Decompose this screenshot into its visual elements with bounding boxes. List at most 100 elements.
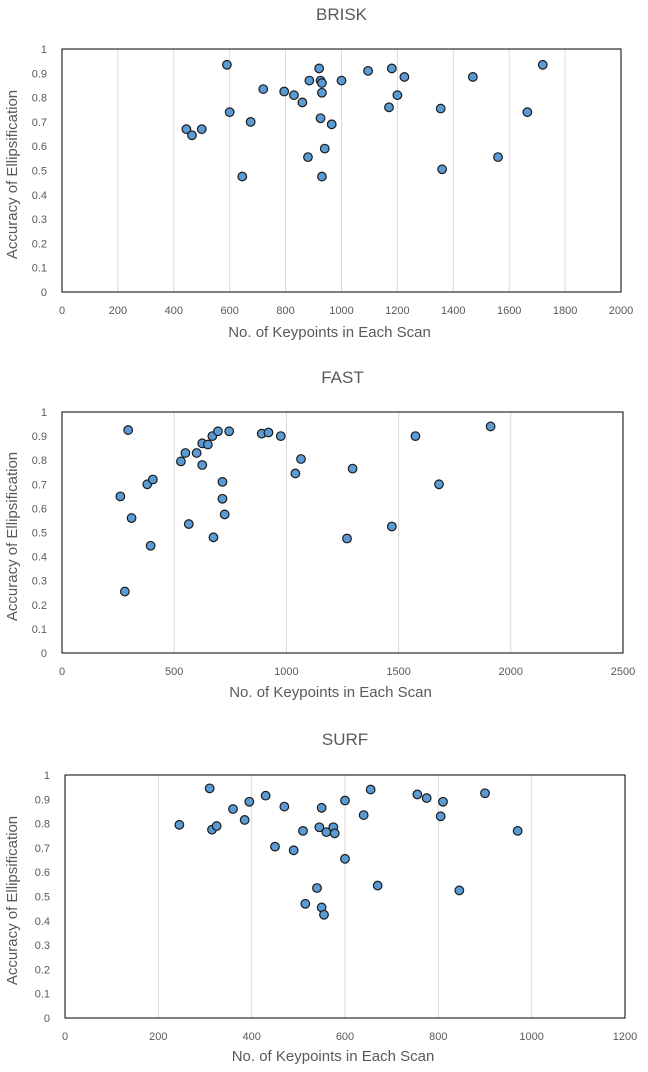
data-point [270, 841, 280, 852]
y-tick-label: 0.4 [32, 552, 47, 564]
data-point [279, 801, 290, 812]
x-tick-label: 600 [336, 1031, 354, 1043]
data-point [147, 474, 158, 485]
data-point [119, 586, 130, 597]
data-point [454, 885, 465, 896]
data-point [219, 509, 230, 520]
data-point [181, 124, 192, 135]
data-point [435, 811, 446, 822]
data-point [300, 898, 311, 909]
y-tick-label: 0.7 [32, 117, 47, 129]
data-point [290, 468, 301, 479]
x-tick-label: 1000 [274, 666, 298, 678]
y-tick-label: 1 [41, 44, 47, 56]
data-point [312, 883, 322, 893]
x-tick-label: 0 [59, 305, 65, 317]
data-point [435, 103, 446, 114]
data-point [304, 75, 315, 86]
y-tick-label: 0 [44, 1013, 50, 1025]
x-tick-label: 2000 [499, 666, 523, 678]
data-point [493, 152, 503, 163]
x-axis-label: No. of Keypoints in Each Scan [232, 1048, 435, 1065]
x-tick-label: 200 [109, 305, 127, 317]
x-axis-label: No. of Keypoints in Each Scan [228, 324, 431, 341]
y-tick-label: 0.3 [32, 214, 47, 226]
x-tick-label: 1500 [386, 666, 410, 678]
data-point [213, 426, 223, 437]
data-point [126, 513, 137, 523]
y-tick-label: 0.8 [32, 93, 47, 105]
data-point [180, 448, 191, 458]
data-point [372, 880, 383, 891]
x-tick-label: 0 [59, 666, 65, 678]
data-point [183, 519, 194, 529]
data-point [298, 825, 308, 836]
data-point [421, 793, 432, 803]
data-point [410, 431, 421, 442]
x-tick-label: 400 [165, 305, 183, 317]
data-point [174, 819, 185, 830]
data-point [303, 152, 313, 163]
y-tick-label: 0.9 [32, 431, 47, 443]
x-tick-label: 1000 [519, 1031, 543, 1043]
data-point [347, 463, 358, 474]
x-tick-label: 800 [276, 305, 294, 317]
data-point [245, 116, 256, 127]
y-axis-label: Accuracy of Ellipsification [4, 452, 21, 621]
y-axis-label: Accuracy of Ellipsification [4, 816, 21, 985]
x-tick-label: 1400 [441, 305, 465, 317]
chart-title: FAST [321, 368, 364, 387]
y-tick-label: 0.9 [35, 794, 50, 806]
y-tick-label: 0.2 [35, 964, 50, 976]
data-point [314, 822, 325, 833]
y-tick-label: 0.1 [32, 263, 47, 275]
x-axis-label: No. of Keypoints in Each Scan [229, 684, 432, 701]
y-tick-label: 0.8 [32, 455, 47, 467]
data-point [187, 130, 197, 141]
data-point [412, 789, 423, 800]
data-point [537, 59, 548, 70]
data-point [386, 521, 397, 532]
data-point [467, 72, 478, 82]
data-point [434, 479, 444, 490]
data-point [340, 853, 350, 864]
data-point [217, 493, 228, 504]
x-tick-label: 1200 [385, 305, 409, 317]
data-point [317, 87, 327, 98]
y-tick-label: 0.6 [35, 867, 50, 879]
data-point [204, 783, 215, 794]
y-tick-label: 0.7 [35, 843, 50, 855]
data-point [485, 421, 496, 432]
data-point [297, 97, 308, 108]
data-point [237, 171, 248, 182]
data-point [222, 59, 232, 70]
chart-fast: FAST 0 500 1000 1500 2000 2500 0 0.1 0.2 0.3 0.4 0.5… [4, 368, 635, 701]
y-tick-label: 0.5 [35, 892, 50, 904]
plot-frame [61, 48, 622, 293]
data-point [176, 456, 186, 467]
y-tick-label: 0.3 [35, 940, 50, 952]
data-point [386, 63, 397, 74]
data-point [392, 90, 403, 101]
x-tick-label: 200 [149, 1031, 167, 1043]
data-point [316, 802, 327, 813]
y-tick-label: 0.2 [32, 238, 47, 250]
x-tick-label: 1000 [329, 305, 353, 317]
y-tick-label: 0 [41, 287, 47, 299]
chart-brisk: BRISK 0 200 400 600 800 1000 1200 1400 1600 1800 20… [4, 5, 633, 341]
y-tick-label: 0.4 [32, 190, 47, 202]
data-point [512, 825, 523, 836]
plot-frame [61, 411, 624, 654]
chart-surf: SURF 0 200 400 600 800 1000 1200 0 0.1 0.2 0.3 0.4 0.… [4, 730, 637, 1065]
data-point [399, 72, 410, 82]
data-point [336, 75, 347, 86]
x-tick-label: 500 [165, 666, 183, 678]
data-point [358, 810, 369, 820]
data-point [208, 532, 219, 543]
y-tick-label: 0.6 [32, 503, 47, 515]
data-point [437, 164, 448, 175]
data-point [115, 491, 126, 502]
data-point [329, 828, 340, 839]
data-point [288, 845, 299, 856]
